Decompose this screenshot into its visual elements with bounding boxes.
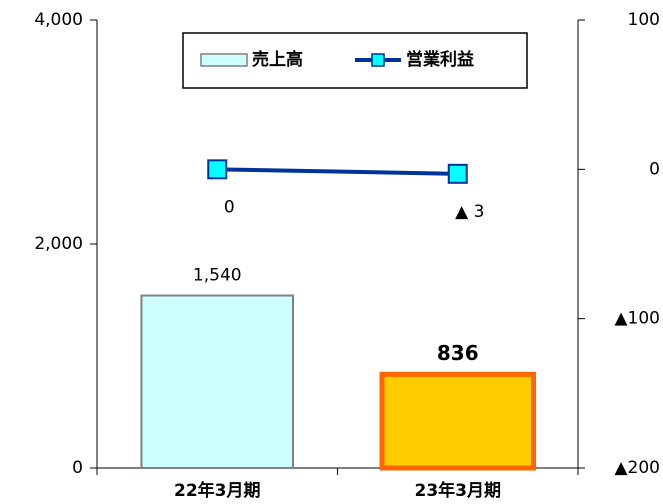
y-tick-label: 2,000 [34,234,83,254]
legend-marker [371,53,385,67]
line-value-label: ▲ 3 [455,202,484,222]
legend-label: 売上高 [252,49,303,70]
line-value-label: 0 [224,197,235,217]
y2-tick-label: 100 [628,10,660,30]
legend-swatch [200,53,248,67]
line-marker [207,159,228,180]
y2-tick-label: 0 [649,159,660,179]
x-tick-label: 23年3月期 [415,480,502,501]
y-tick-label: 0 [72,458,83,478]
legend-label: 営業利益 [406,49,474,70]
y-tick-label: 4,000 [34,10,83,30]
bar [379,371,537,471]
y2-tick-label: ▲100 [614,309,660,329]
bar [140,294,295,469]
bar-value-label: 1,540 [193,266,242,286]
line [217,167,458,176]
y2-tick-label: ▲200 [614,458,660,478]
bar-value-label: 836 [437,341,479,365]
x-tick-label: 22年3月期 [174,480,261,501]
line-marker [447,163,468,184]
